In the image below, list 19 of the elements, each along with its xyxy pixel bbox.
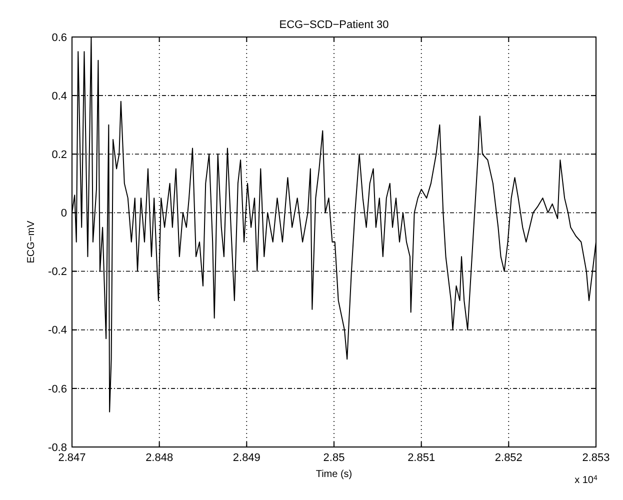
chart-title: ECG−SCD−Patient 30 <box>279 19 389 31</box>
y-tick-label: 0 <box>60 208 67 220</box>
y-tick-label: -0.6 <box>48 383 67 396</box>
y-tick-label: -0.2 <box>48 266 67 278</box>
y-axis-title: ECG−mV <box>26 220 37 264</box>
x-tick-label: 2.847 <box>58 452 86 464</box>
y-tick-label: -0.8 <box>48 442 67 454</box>
x-tick-label: 2.852 <box>494 452 522 464</box>
x-tick-label: 2.851 <box>408 452 436 464</box>
y-tick-label: -0.4 <box>48 324 67 337</box>
x-tick-label: 2.853 <box>582 452 610 464</box>
x-tick-label: 2.85 <box>323 452 345 464</box>
x-tick-label: 2.848 <box>146 452 174 464</box>
y-tick-label: 0.4 <box>52 90 67 102</box>
y-tick-label: 0.2 <box>52 148 67 161</box>
x-axis-title: Time (s) <box>316 469 352 480</box>
x-tick-label: 2.849 <box>232 452 260 464</box>
y-tick-label: 0.6 <box>52 32 67 44</box>
text: x 10$^{4}$ <box>574 474 598 486</box>
